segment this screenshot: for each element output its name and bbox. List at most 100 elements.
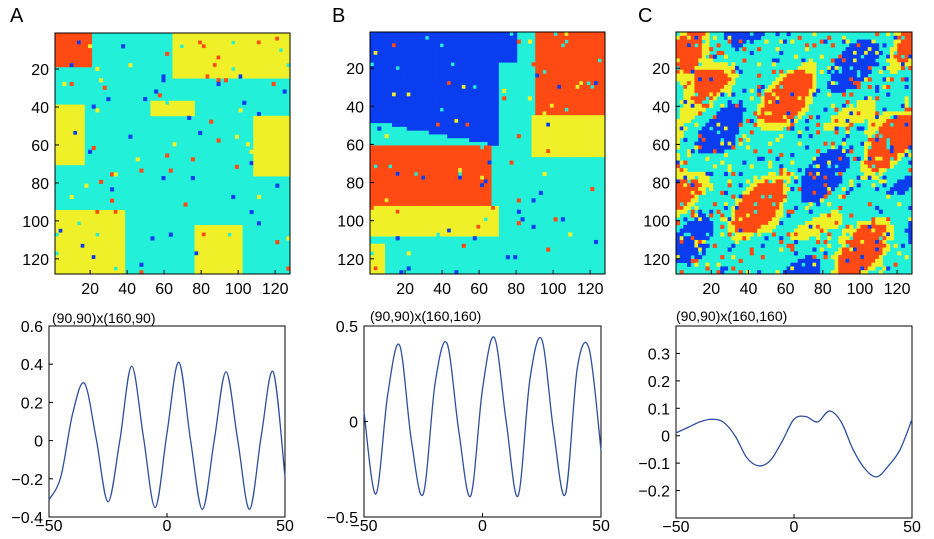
panel-label-b: B [332, 5, 345, 27]
heatmap-cell [579, 153, 584, 158]
heatmap-cell [472, 190, 477, 195]
heatmap-cell [461, 66, 466, 71]
heatmap-cell [597, 73, 602, 78]
heatmap-cell [410, 153, 415, 158]
heatmap-cell [549, 96, 554, 101]
heatmap-cell [469, 118, 474, 124]
heatmap-cell [469, 194, 474, 199]
heatmap-cell [458, 32, 463, 37]
heatmap-cell [392, 221, 397, 226]
heatmap-cell [414, 179, 419, 184]
heatmap-cell [597, 62, 602, 67]
heatmap-cell [483, 153, 488, 158]
heatmap-cell [58, 134, 63, 139]
heatmap-cell [450, 160, 455, 165]
heatmap-cell [91, 225, 96, 230]
heatmap-cell [201, 36, 206, 41]
heatmap-cell [546, 69, 551, 74]
heatmap-cell [80, 225, 85, 230]
heatmap-cell [735, 130, 740, 135]
heatmap-cell [549, 62, 554, 67]
heatmap-cell [432, 126, 437, 131]
heatmap-cell [439, 224, 444, 229]
heatmap-cell [450, 115, 455, 120]
heatmap-cell [95, 236, 100, 241]
heatmap-cell [187, 74, 192, 79]
heatmap-cell [535, 69, 540, 74]
heatmap-cell [370, 100, 375, 105]
heatmap-cell [403, 62, 408, 67]
heatmap-cell [827, 66, 832, 71]
heatmap-cell [509, 39, 514, 44]
heatmap-cell [450, 183, 455, 188]
heatmap-cell [421, 221, 426, 226]
heatmap-cell [58, 270, 63, 275]
heatmap-cell [694, 73, 699, 78]
heatmap-cell [58, 232, 63, 237]
heatmap-cell [406, 202, 411, 207]
heatmap-cell [384, 190, 389, 195]
heatmap-cell [432, 69, 437, 74]
heatmap-cell [84, 59, 89, 64]
heatmap-cell [88, 251, 93, 256]
heatmap-cell [198, 33, 203, 38]
heatmap-cell [487, 187, 492, 192]
heatmap-cell [480, 153, 485, 158]
heatmap-cell [553, 88, 558, 93]
heatmap-cell [234, 51, 239, 56]
heatmap-cell [886, 77, 891, 82]
heatmap-cell [69, 247, 74, 252]
heatmap-cell [593, 88, 598, 93]
heatmap-cell [172, 142, 177, 147]
heatmap-cell [62, 63, 67, 68]
heatmap-cell [705, 66, 710, 71]
heatmap-cell [465, 81, 470, 86]
heatmap-cell [106, 232, 111, 237]
heatmap-cell [392, 100, 397, 105]
heatmap-cell [62, 119, 67, 124]
heatmap-cell [676, 130, 681, 135]
heatmap-cell [834, 149, 839, 154]
heatmap-cell [564, 77, 569, 82]
heatmap-cell [69, 236, 74, 241]
heatmap-cell [568, 107, 573, 112]
heatmap-cell [723, 141, 728, 146]
heatmap-cell [55, 63, 60, 68]
heatmap-cell [476, 115, 481, 120]
heatmap-cell [878, 115, 883, 120]
heatmap-cell [542, 145, 547, 150]
heatmap-cell [535, 35, 540, 40]
heatmap-cell [904, 145, 909, 150]
heatmap-cell [827, 81, 832, 86]
heatmap-cell [436, 213, 441, 218]
heatmap-cell [801, 88, 806, 93]
heatmap-cell [117, 213, 122, 218]
heatmap-cell [414, 39, 419, 44]
heatmap-cell [546, 134, 551, 139]
heatmap-cell [395, 73, 400, 78]
heatmap-cell [853, 84, 858, 90]
heatmap-cell [579, 137, 584, 143]
heatmap-cell [560, 81, 565, 86]
heatmap-cell [701, 58, 706, 63]
heatmap-cell [282, 172, 287, 177]
heatmap-cell [395, 171, 400, 177]
heatmap-cell [256, 33, 261, 38]
heatmap-cell [69, 115, 74, 120]
heatmap-cell [830, 73, 835, 78]
heatmap-cell [849, 69, 854, 74]
heatmap-cell [764, 103, 769, 108]
heatmap-cell [597, 47, 602, 52]
heatmap-cell [73, 127, 78, 132]
heatmap-cell [768, 115, 773, 120]
heatmap-cell [542, 137, 547, 143]
heatmap-cell [491, 213, 496, 218]
heatmap-cell [399, 171, 404, 177]
heatmap-cell [480, 187, 485, 192]
heatmap-cell [271, 157, 276, 162]
heatmap-cell [99, 217, 104, 222]
heatmap-cell [260, 127, 265, 132]
heatmap-cell [454, 47, 459, 52]
heatmap-cell [531, 153, 536, 158]
heatmap-cell [841, 103, 846, 108]
